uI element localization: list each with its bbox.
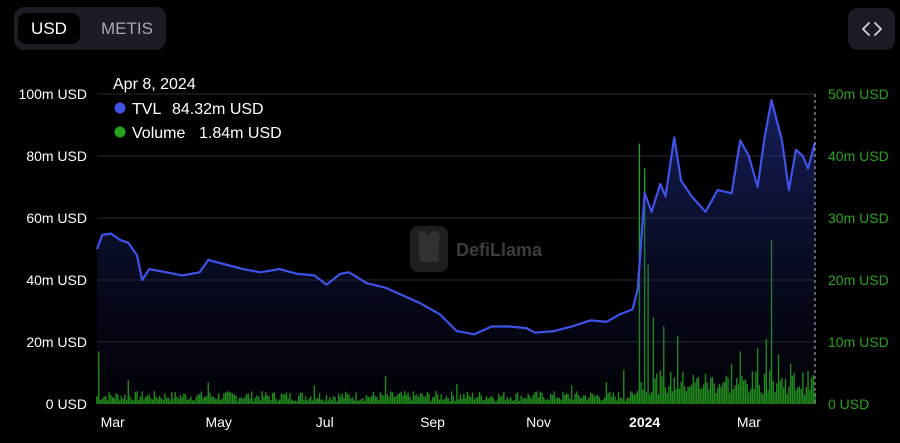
tvl-legend-dot (114, 102, 126, 114)
left-tick-label: 80m USD (26, 148, 87, 164)
right-tick-label: 50m USD (828, 86, 889, 102)
tooltip-tvl-name: TVL (132, 101, 161, 118)
right-tick-label: 40m USD (828, 148, 889, 164)
left-tick-label: 20m USD (26, 334, 87, 350)
x-tick-label: Nov (526, 414, 551, 430)
currency-toggle: USD METIS (14, 7, 166, 50)
tvl-area (97, 100, 815, 404)
right-tick-label: 10m USD (828, 334, 889, 350)
left-tick-label: 40m USD (26, 272, 87, 288)
left-tick-label: 0 USD (46, 396, 87, 412)
tooltip: Apr 8, 2024 TVL 84.32m USD Volume 1.84m … (113, 76, 282, 142)
tvl-line (95, 99, 817, 336)
left-tick-label: 100m USD (19, 86, 87, 102)
tooltip-volume-value: 1.84m USD (199, 125, 282, 142)
right-tick-label: 20m USD (828, 272, 889, 288)
volume-legend-dot (114, 126, 126, 138)
x-tick-label: 2024 (629, 414, 660, 430)
watermark: DefiLlama (410, 226, 543, 272)
watermark-text: DefiLlama (456, 240, 543, 260)
usd-toggle-button[interactable]: USD (18, 13, 80, 44)
x-axis: Mar May Jul Sep Nov 2024 Mar (101, 414, 762, 430)
embed-button[interactable] (848, 8, 895, 50)
right-axis: 0 USD 10m USD 20m USD 30m USD 40m USD 50m USD (828, 86, 889, 412)
left-axis: 0 USD 20m USD 40m USD 60m USD 80m USD 100m US… (19, 86, 87, 412)
right-tick-label: 0 USD (828, 396, 869, 412)
tooltip-date: Apr 8, 2024 (113, 76, 196, 93)
code-brackets-icon (861, 22, 882, 36)
right-tick-label: 30m USD (828, 210, 889, 226)
left-tick-label: 60m USD (26, 210, 87, 226)
tooltip-tvl-value: 84.32m USD (172, 101, 264, 118)
metis-toggle-button[interactable]: METIS (101, 18, 153, 38)
x-tick-label: Jul (316, 414, 334, 430)
x-tick-label: May (205, 414, 231, 430)
llama-logo-icon (410, 226, 448, 272)
tooltip-volume-name: Volume (132, 125, 185, 142)
x-tick-label: Mar (737, 414, 761, 430)
x-tick-label: Mar (101, 414, 125, 430)
x-tick-label: Sep (420, 414, 445, 430)
